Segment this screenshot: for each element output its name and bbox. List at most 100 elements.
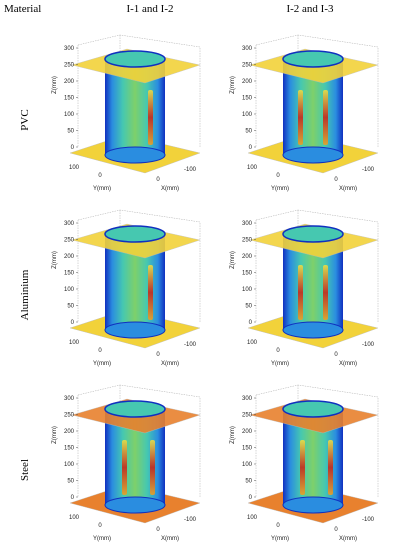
z-tick-label: 150 — [64, 96, 75, 102]
z-tick-label: 300 — [242, 221, 253, 227]
z-tick-label: 150 — [242, 446, 253, 452]
x-tick-label: 0 — [334, 177, 338, 183]
z-tick-label: 50 — [245, 479, 252, 485]
row-label: Aluminium — [19, 269, 31, 320]
x-tick-label: -100 — [184, 517, 197, 523]
z-tick-label: 200 — [242, 429, 253, 435]
x-axis-label: X(mm) — [161, 361, 179, 367]
cylinder-top — [104, 50, 166, 68]
z-tick-label: 250 — [242, 238, 253, 244]
z-tick-label: 0 — [71, 495, 75, 501]
hot-spot — [122, 440, 127, 495]
y-tick-label: 100 — [69, 165, 80, 171]
cylinder-base — [104, 496, 166, 514]
plot-panel: 0 50 100 150 200 250 300 Z(mm) 100 0 Y(mm) 0 -100 X(m… — [230, 384, 379, 542]
y-axis-label: Y(mm) — [93, 536, 111, 542]
plot-panel: 0 50 100 150 200 250 300 Z(mm) 100 0 Y(mm) 0 -100 X(m… — [52, 34, 201, 192]
x-tick-label: 0 — [156, 527, 160, 533]
z-tick-label: 200 — [64, 429, 75, 435]
cylinder-base — [104, 146, 166, 164]
y-tick-label: 0 — [98, 523, 102, 529]
x-tick-label: 0 — [334, 527, 338, 533]
z-axis-label: Z(mm) — [230, 426, 236, 444]
z-tick-label: 0 — [71, 320, 75, 326]
cylinder-base — [282, 321, 344, 339]
z-tick-label: 300 — [242, 46, 253, 52]
column-header: Material — [4, 3, 41, 15]
z-tick-label: 200 — [242, 254, 253, 260]
plot-panel: 0 50 100 150 200 250 300 Z(mm) 100 0 Y(mm) 0 -100 X(m… — [230, 209, 379, 367]
x-tick-label: -100 — [362, 167, 375, 173]
x-tick-label: 0 — [156, 352, 160, 358]
y-tick-label: 0 — [276, 173, 280, 179]
x-tick-label: -100 — [362, 342, 375, 348]
z-tick-label: 0 — [249, 495, 253, 501]
z-tick-label: 50 — [67, 304, 74, 310]
row-label: Steel — [19, 459, 31, 481]
z-axis-label: Z(mm) — [52, 426, 58, 444]
plot-panel: 0 50 100 150 200 250 300 Z(mm) 100 0 Y(mm) 0 -100 X(m… — [52, 209, 201, 367]
y-tick-label: 0 — [276, 523, 280, 529]
y-tick-label: 100 — [247, 165, 258, 171]
z-tick-label: 0 — [71, 145, 75, 151]
cylinder-base — [282, 496, 344, 514]
hot-spot — [328, 440, 333, 495]
cylinder-top — [282, 50, 344, 68]
hot-spot — [298, 90, 303, 145]
z-tick-label: 150 — [242, 271, 253, 277]
z-tick-label: 200 — [64, 79, 75, 85]
y-axis-label: Y(mm) — [93, 361, 111, 367]
z-tick-label: 150 — [64, 271, 75, 277]
z-axis-label: Z(mm) — [230, 76, 236, 94]
y-tick-label: 100 — [247, 340, 258, 346]
y-axis-label: Y(mm) — [271, 361, 289, 367]
hot-spot — [148, 90, 153, 145]
x-axis-label: X(mm) — [339, 186, 357, 192]
y-tick-label: 100 — [247, 515, 258, 521]
z-tick-label: 250 — [242, 413, 253, 419]
z-tick-label: 300 — [242, 396, 253, 402]
z-axis-label: Z(mm) — [52, 251, 58, 269]
z-tick-label: 250 — [64, 63, 75, 69]
x-axis-label: X(mm) — [339, 536, 357, 542]
z-axis-label: Z(mm) — [52, 76, 58, 94]
plot-panel: 0 50 100 150 200 250 300 Z(mm) 100 0 Y(mm) 0 -100 X(m… — [230, 34, 379, 192]
y-tick-label: 0 — [98, 348, 102, 354]
column-header: I-2 and I-3 — [286, 3, 334, 15]
z-tick-label: 300 — [64, 221, 75, 227]
cylinder-top — [282, 225, 344, 243]
z-axis-label: Z(mm) — [230, 251, 236, 269]
hot-spot — [150, 440, 155, 495]
row-label: PVC — [19, 109, 31, 130]
z-tick-label: 0 — [249, 145, 253, 151]
z-tick-label: 300 — [64, 396, 75, 402]
cylinder-top — [104, 225, 166, 243]
z-tick-label: 50 — [245, 129, 252, 135]
hot-spot — [298, 265, 303, 320]
x-axis-label: X(mm) — [161, 186, 179, 192]
z-tick-label: 200 — [64, 254, 75, 260]
x-axis-label: X(mm) — [161, 536, 179, 542]
x-tick-label: -100 — [184, 342, 197, 348]
z-tick-label: 300 — [64, 46, 75, 52]
y-tick-label: 100 — [69, 515, 80, 521]
hot-spot — [300, 440, 305, 495]
x-tick-label: -100 — [184, 167, 197, 173]
z-tick-label: 100 — [64, 112, 75, 118]
z-tick-label: 0 — [249, 320, 253, 326]
y-axis-label: Y(mm) — [271, 536, 289, 542]
hot-spot — [323, 265, 328, 320]
z-tick-label: 150 — [64, 446, 75, 452]
x-axis-label: X(mm) — [339, 361, 357, 367]
cylinder-top — [104, 400, 166, 418]
z-tick-label: 50 — [67, 129, 74, 135]
cylinder-base — [282, 146, 344, 164]
plot-panel: 0 50 100 150 200 250 300 Z(mm) 100 0 Y(mm) 0 -100 X(m… — [52, 384, 201, 542]
x-tick-label: 0 — [334, 352, 338, 358]
cylinder-base — [104, 321, 166, 339]
x-tick-label: 0 — [156, 177, 160, 183]
x-tick-label: -100 — [362, 517, 375, 523]
z-tick-label: 100 — [242, 112, 253, 118]
z-tick-label: 100 — [242, 462, 253, 468]
